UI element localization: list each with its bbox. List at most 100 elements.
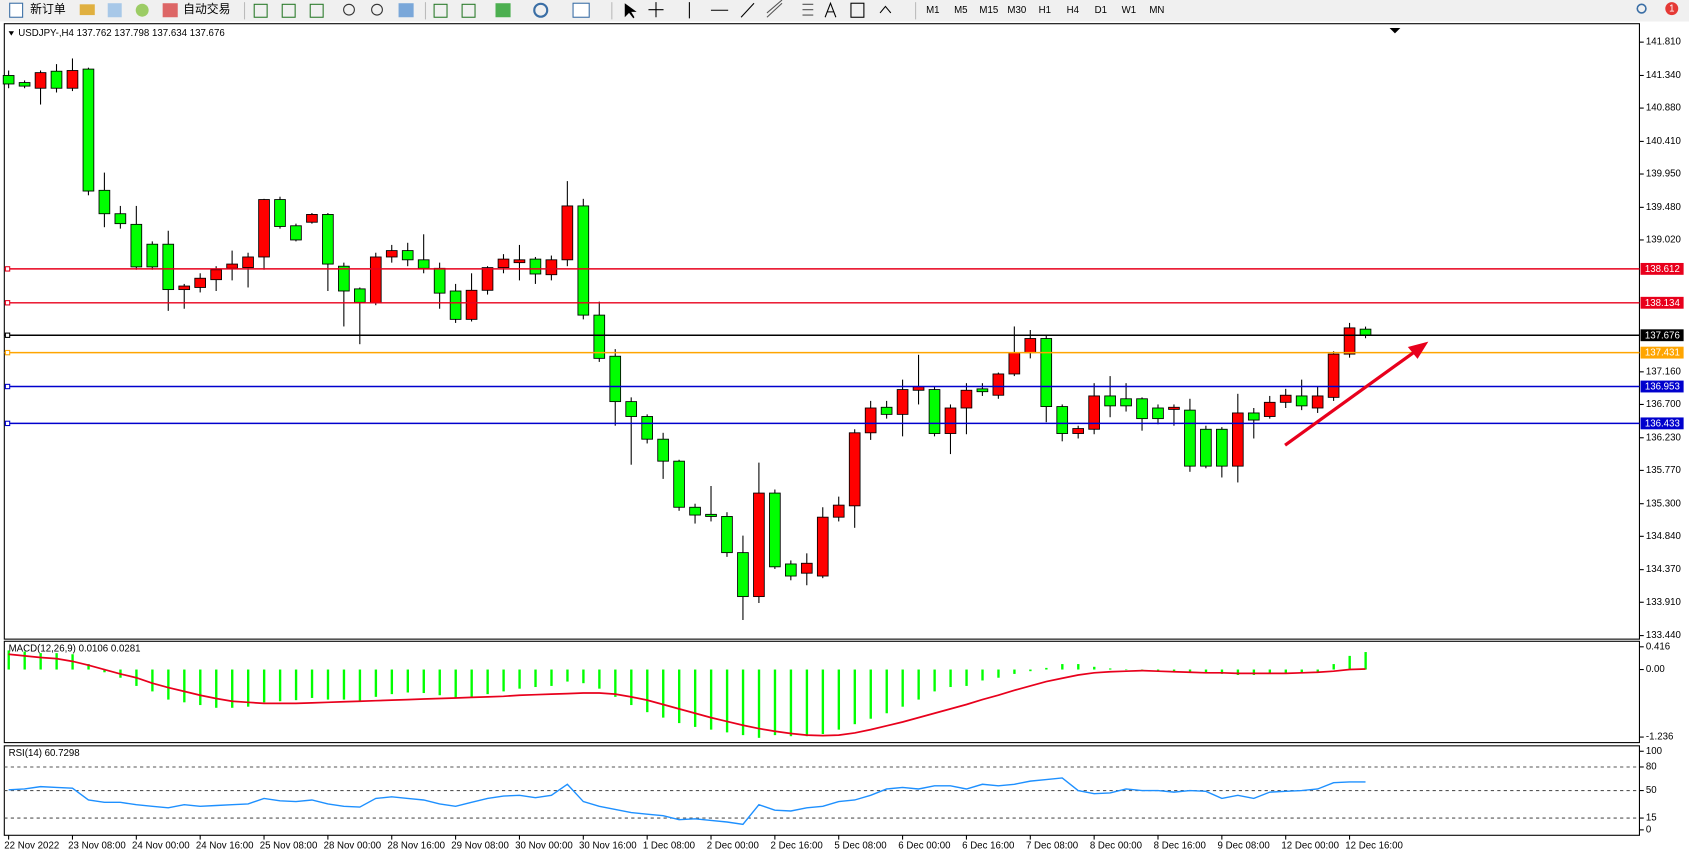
candle-body xyxy=(194,277,206,288)
label-icon[interactable] xyxy=(850,2,865,18)
icon[interactable] xyxy=(398,3,414,18)
x-tick-label: 9 Dec 08:00 xyxy=(1218,841,1271,852)
timeframe-button[interactable]: D1 xyxy=(1095,5,1107,16)
macd-bar xyxy=(805,669,809,737)
candle-body xyxy=(226,263,238,269)
macd-bar xyxy=(167,669,170,700)
icon[interactable] xyxy=(343,3,355,16)
fibo-icon[interactable] xyxy=(802,3,814,16)
macd-bar xyxy=(1220,669,1224,674)
auto-trade-button[interactable]: 自动交易 xyxy=(183,2,230,16)
macd-bar xyxy=(678,669,681,724)
timeframe-button[interactable]: H1 xyxy=(1039,5,1051,16)
y-tick-label: 141.810 xyxy=(1646,37,1682,48)
macd-bar xyxy=(614,669,617,697)
y-tick-label: 15 xyxy=(1646,813,1657,824)
candle-body xyxy=(785,563,797,577)
candle-body xyxy=(737,552,749,598)
icon[interactable] xyxy=(533,2,549,18)
candle-body xyxy=(880,406,893,415)
y-tick-label: 133.910 xyxy=(1646,597,1682,608)
candle-body xyxy=(1200,428,1212,467)
icon[interactable] xyxy=(135,3,149,17)
icon[interactable] xyxy=(253,3,268,18)
candle-body xyxy=(976,388,989,393)
icon[interactable] xyxy=(309,3,324,18)
y-tick-label: 140.880 xyxy=(1646,103,1682,114)
candle-body xyxy=(1168,406,1180,410)
level-label-bg xyxy=(1640,329,1684,342)
x-tick-label: 29 Nov 08:00 xyxy=(451,841,509,852)
draw-icons[interactable] xyxy=(688,2,755,19)
x-tick-label: 8 Dec 16:00 xyxy=(1154,841,1207,852)
candle-body xyxy=(609,355,622,403)
macd-bar xyxy=(1188,669,1192,673)
candle-body xyxy=(513,259,526,264)
channel-icon[interactable] xyxy=(766,0,783,18)
x-tick-label: 1 Dec 08:00 xyxy=(643,841,696,852)
y-tick-label: 134.370 xyxy=(1646,564,1682,575)
icon[interactable] xyxy=(495,3,511,18)
candle-body xyxy=(896,389,909,415)
new-order-button[interactable]: 新订单 xyxy=(30,2,66,16)
macd-bar xyxy=(55,653,58,670)
macd-bar xyxy=(326,669,330,700)
macd-bar xyxy=(550,669,553,686)
macd-bar xyxy=(470,669,473,698)
y-tick-label: 135.300 xyxy=(1646,498,1682,509)
candle-body xyxy=(912,386,925,391)
alert-badge[interactable] xyxy=(1665,2,1679,16)
candle-body xyxy=(98,189,111,215)
candle-body xyxy=(354,288,366,303)
icon[interactable] xyxy=(371,3,383,16)
icon[interactable] xyxy=(107,3,122,18)
candle-body xyxy=(848,432,861,507)
timeframe-button[interactable]: M1 xyxy=(926,5,939,16)
search-icon[interactable] xyxy=(1636,3,1647,14)
icon[interactable] xyxy=(572,2,590,18)
timeframe-button[interactable]: M15 xyxy=(979,5,998,16)
icon[interactable] xyxy=(162,3,178,18)
icon[interactable] xyxy=(433,3,448,18)
text-icon[interactable] xyxy=(824,1,837,18)
candle-body xyxy=(1327,353,1340,398)
candle-body xyxy=(465,289,478,320)
macd-bar xyxy=(438,669,441,696)
candle-body xyxy=(401,250,414,261)
timeframe-button[interactable]: M5 xyxy=(954,5,967,16)
candle-body xyxy=(114,213,127,225)
level-label: 136.953 xyxy=(1645,382,1680,393)
candle-body xyxy=(178,285,191,291)
y-tick-label: 0 xyxy=(1646,824,1652,835)
macd-bar xyxy=(1029,669,1032,672)
candle-body xyxy=(753,492,765,598)
cursor-icon[interactable] xyxy=(624,3,637,19)
timeframe-button[interactable]: W1 xyxy=(1122,5,1137,16)
macd-bar xyxy=(23,651,26,670)
trend-arrow xyxy=(1284,346,1421,447)
candle-body xyxy=(1136,398,1148,420)
macd-bar xyxy=(183,669,186,703)
level-handle xyxy=(4,420,11,427)
crosshair-icon[interactable] xyxy=(648,2,664,18)
y-tick-label: 135.770 xyxy=(1646,465,1682,476)
macd-bar xyxy=(869,669,872,719)
timeframes: M1 M5 M15 M30 H1 H4 D1 W1 MN xyxy=(926,5,1164,16)
x-tick-label: 2 Dec 16:00 xyxy=(771,841,824,852)
candle-body xyxy=(641,416,653,440)
timeframe-button[interactable]: H4 xyxy=(1067,5,1080,16)
candle-body xyxy=(449,290,462,320)
macd-bar xyxy=(199,669,202,706)
candle-body xyxy=(1279,394,1292,403)
macd-bar xyxy=(1204,669,1208,673)
timeframe-button[interactable]: M30 xyxy=(1007,5,1026,16)
timeframe-button[interactable]: MN xyxy=(1149,5,1164,16)
icon[interactable] xyxy=(79,4,95,16)
icon[interactable] xyxy=(461,3,476,18)
icon[interactable] xyxy=(281,3,296,18)
macd-bar xyxy=(709,669,713,730)
macd-bar xyxy=(566,669,569,682)
icon[interactable] xyxy=(9,2,24,18)
arrows-icon[interactable] xyxy=(879,5,892,14)
